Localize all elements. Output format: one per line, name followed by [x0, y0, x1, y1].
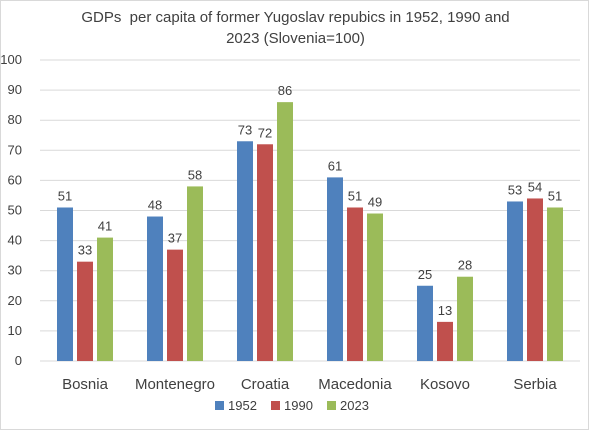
bar-2023-serbia	[547, 207, 563, 361]
legend[interactable]: 1952 1990 2023	[215, 398, 369, 413]
data-label: 61	[328, 158, 342, 173]
bar-1952-serbia	[507, 201, 523, 361]
data-label: 37	[168, 231, 182, 246]
data-label: 13	[438, 303, 452, 318]
data-label: 54	[528, 179, 542, 194]
category-label: Macedonia	[318, 376, 392, 393]
data-label: 28	[458, 258, 472, 273]
legend-label: 1952	[228, 398, 257, 413]
chart-title-line-2: 2023 (Slovenia=100)	[226, 30, 365, 47]
bar-1990-croatia	[257, 144, 273, 361]
category-label: Montenegro	[135, 376, 215, 393]
legend-label: 1990	[284, 398, 313, 413]
data-label: 25	[418, 267, 432, 282]
category-label: Kosovo	[420, 376, 470, 393]
legend-item-2023[interactable]: 2023	[327, 398, 369, 413]
bar-1952-kosovo	[417, 285, 433, 361]
category-label: Croatia	[241, 376, 290, 393]
y-tick-label: 40	[8, 233, 22, 248]
data-label: 49	[368, 195, 382, 210]
data-label: 51	[548, 188, 562, 203]
chart-title-line-1: GDPs per capita of former Yugoslav repub…	[81, 9, 510, 26]
data-label: 58	[188, 167, 202, 182]
bar-1990-bosnia	[77, 261, 93, 361]
bar-1990-macedonia	[347, 207, 363, 361]
gridlines	[40, 59, 580, 362]
x-axis-categories: Bosnia Montenegro Croatia Macedonia Kosovo Se…	[62, 376, 557, 393]
y-tick-label: 0	[15, 353, 22, 368]
bar-1952-macedonia	[327, 177, 343, 361]
category-label: Bosnia	[62, 376, 109, 393]
y-tick-label: 70	[8, 142, 22, 157]
y-axis-ticks: 0 10 20 30 40 50 60 70 80 90 100	[0, 52, 22, 368]
bar-1952-bosnia	[57, 207, 73, 361]
chart-title: GDPs per capita of former Yugoslav repub…	[0, 7, 591, 49]
y-tick-label: 60	[8, 172, 22, 187]
y-tick-label: 10	[8, 323, 22, 338]
data-label: 48	[148, 198, 162, 213]
data-label: 73	[238, 122, 252, 137]
data-label: 72	[258, 125, 272, 140]
y-tick-label: 30	[8, 263, 22, 278]
legend-swatch	[327, 401, 336, 410]
legend-swatch	[215, 401, 224, 410]
legend-label: 2023	[340, 398, 369, 413]
bar-2023-croatia	[277, 102, 293, 361]
y-tick-label: 80	[8, 112, 22, 127]
bar-1990-serbia	[527, 198, 543, 361]
bar-2023-bosnia	[97, 237, 113, 361]
bar-1952-montenegro	[147, 216, 163, 361]
legend-item-1952[interactable]: 1952	[215, 398, 257, 413]
bar-1990-montenegro	[167, 249, 183, 361]
y-tick-label: 50	[8, 203, 22, 218]
bar-2023-kosovo	[457, 276, 473, 361]
y-tick-label: 90	[8, 82, 22, 97]
bars	[57, 102, 563, 361]
bar-1952-croatia	[237, 141, 253, 361]
bar-2023-montenegro	[187, 186, 203, 361]
y-tick-label: 20	[8, 293, 22, 308]
data-label: 41	[98, 219, 112, 234]
data-label: 86	[278, 83, 292, 98]
bar-2023-macedonia	[367, 213, 383, 361]
legend-swatch	[271, 401, 280, 410]
data-label: 51	[348, 188, 362, 203]
data-label: 33	[78, 243, 92, 258]
data-labels: 51 33 41 48 37 58 73 72 86 61 51 49 25 13 28 53 54 51	[58, 83, 562, 318]
category-label: Serbia	[513, 376, 557, 393]
bar-1990-kosovo	[437, 321, 453, 361]
y-tick-label: 100	[0, 52, 22, 67]
data-label: 51	[58, 188, 72, 203]
data-label: 53	[508, 182, 522, 197]
legend-item-1990[interactable]: 1990	[271, 398, 313, 413]
